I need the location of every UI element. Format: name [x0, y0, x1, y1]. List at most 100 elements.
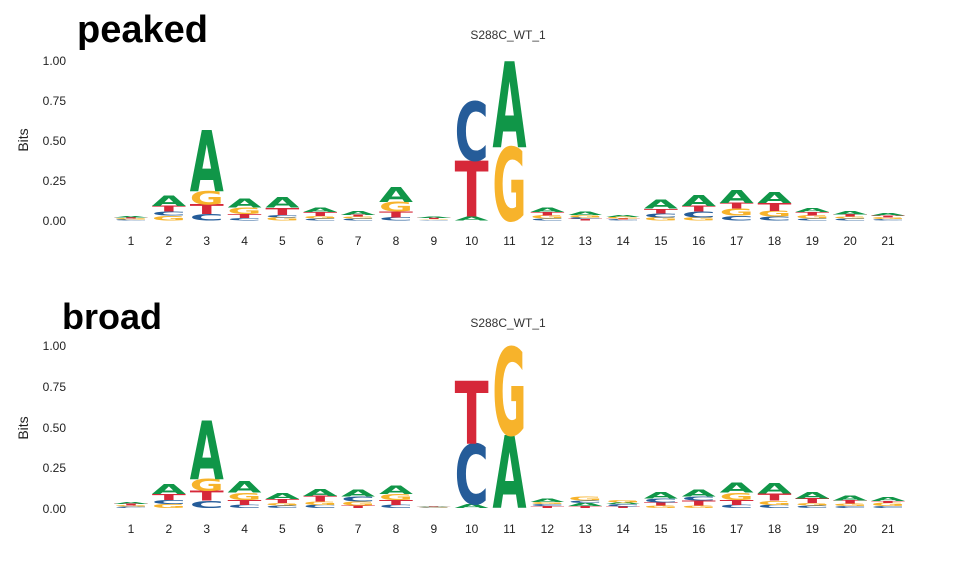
logo-letter-c: C — [455, 428, 489, 524]
x-tick-label: 16 — [692, 234, 706, 248]
y-axis-title-broad: Bits — [15, 416, 31, 439]
logo-letter-a: A — [379, 183, 414, 207]
logo-letter-a: A — [114, 501, 148, 504]
logo-letter-t: T — [114, 217, 148, 219]
logo-letter-t: T — [871, 500, 905, 503]
x-tick-label: 8 — [393, 234, 400, 248]
logo-letter-g: G — [265, 216, 299, 221]
y-tick-label: 0.75 — [43, 94, 67, 108]
logo-letter-t: T — [833, 500, 867, 505]
logo-letter-a: A — [644, 490, 679, 500]
x-tick-label: 21 — [881, 522, 895, 536]
logo-letter-g: G — [379, 200, 413, 215]
logo-letter-g: G — [757, 210, 791, 219]
logo-letter-g: G — [114, 218, 148, 220]
logo-letter-c: C — [871, 219, 905, 221]
logo-letter-a: A — [568, 502, 603, 507]
logo-letter-t: T — [455, 147, 489, 236]
logo-letter-g: G — [114, 505, 148, 507]
logo-letter-c: C — [833, 218, 867, 221]
logo-letter-t: T — [530, 506, 564, 509]
y-tick-label: 0.50 — [43, 421, 67, 435]
logo-letter-a: A — [190, 406, 224, 499]
logo-letter-c: C — [190, 212, 224, 222]
x-tick-label: 5 — [279, 522, 286, 536]
logo-letter-g: G — [833, 503, 867, 507]
x-tick-label: 10 — [465, 234, 479, 248]
x-tick-label: 14 — [616, 522, 630, 536]
x-tick-label: 11 — [503, 234, 516, 248]
logo-letter-c: C — [871, 506, 905, 509]
logo-letter-t: T — [568, 219, 602, 222]
x-tick-label: 13 — [579, 234, 593, 248]
x-tick-label: 17 — [730, 234, 744, 248]
x-tick-label: 7 — [355, 234, 362, 248]
x-tick-label: 7 — [355, 522, 362, 536]
logo-letter-t: T — [795, 497, 830, 505]
plot-title-broad: S288C_WT_1 — [470, 316, 546, 330]
logo-letter-a: A — [757, 189, 792, 207]
x-tick-label: 1 — [128, 522, 135, 536]
x-tick-label: 18 — [768, 234, 782, 248]
logo-letter-c: C — [795, 218, 829, 221]
x-tick-label: 6 — [317, 522, 324, 536]
logo-letter-c: C — [114, 219, 148, 221]
logo-letter-a: A — [606, 215, 640, 218]
x-tick-label: 21 — [881, 234, 895, 248]
x-tick-label: 18 — [768, 522, 782, 536]
logo-letter-c: C — [417, 507, 451, 508]
x-tick-label: 17 — [730, 522, 744, 536]
x-tick-label: 15 — [654, 234, 668, 248]
x-tick-label: 4 — [241, 522, 248, 536]
logo-letter-c: C — [114, 506, 148, 508]
logo-letter-c: C — [303, 504, 337, 509]
x-tick-label: 8 — [393, 522, 400, 536]
logo-letter-g: G — [190, 476, 224, 495]
logo-letter-g: G — [493, 325, 527, 464]
logo-letter-t: T — [190, 488, 224, 504]
logo-letter-c: C — [265, 214, 299, 218]
logo-letter-c: C — [720, 504, 754, 509]
logo-letter-a: A — [265, 195, 300, 212]
logo-letter-g: G — [795, 503, 829, 507]
panel-label-broad: broad — [62, 296, 162, 337]
logo-letter-t: T — [606, 218, 640, 220]
logo-letter-t: T — [228, 213, 262, 219]
panel-peaked: peaked S288C_WT_1 Bits 0.00 0.25 0.50 0.… — [15, 9, 905, 248]
logo-letter-g: G — [568, 495, 602, 501]
logo-letter-t: T — [644, 207, 679, 215]
logo-letter-c: C — [303, 218, 337, 221]
logo-letter-g: G — [644, 505, 678, 509]
logo-letter-t: T — [152, 205, 187, 214]
logo-letter-c: C — [833, 506, 867, 509]
logo-letter-c: C — [190, 499, 224, 511]
logo-letter-a: A — [720, 480, 754, 496]
logo-letter-a: A — [493, 38, 527, 176]
x-tick-label: 3 — [203, 522, 210, 536]
logo-letter-a: A — [795, 490, 830, 500]
logo-letter-c: C — [341, 218, 375, 221]
logo-letter-g: G — [682, 216, 716, 221]
logo-letter-g: G — [871, 502, 905, 507]
logo-letter-c: C — [644, 497, 678, 504]
logo-letter-c: C — [152, 211, 186, 217]
logo-letter-c: C — [795, 505, 829, 509]
logo-letter-a: A — [644, 197, 678, 211]
logo-letter-c: C — [682, 495, 716, 502]
x-tick-label: 6 — [317, 234, 324, 248]
x-tick-label: 20 — [843, 234, 857, 248]
logo-letter-g: G — [152, 503, 186, 509]
logo-letter-a: A — [152, 482, 186, 498]
logo-letter-t: T — [530, 211, 564, 216]
logo-letter-a: A — [530, 498, 565, 503]
logo-letter-a: A — [493, 416, 527, 533]
logo-letter-c: C — [606, 503, 640, 507]
logo-letter-t: T — [190, 202, 224, 217]
y-ticks-broad: 0.00 0.25 0.50 0.75 1.00 — [43, 339, 67, 516]
logo-letter-g: G — [757, 500, 791, 506]
logo-letter-g: G — [606, 217, 640, 220]
x-ticks-peaked: 1 2 3 4 5 6 7 8 9 10 11 12 13 14 15 16 17 18 19 20 21 — [128, 234, 895, 248]
y-axis-title-peaked: Bits — [15, 128, 31, 151]
logo-letter-t: T — [341, 505, 375, 509]
